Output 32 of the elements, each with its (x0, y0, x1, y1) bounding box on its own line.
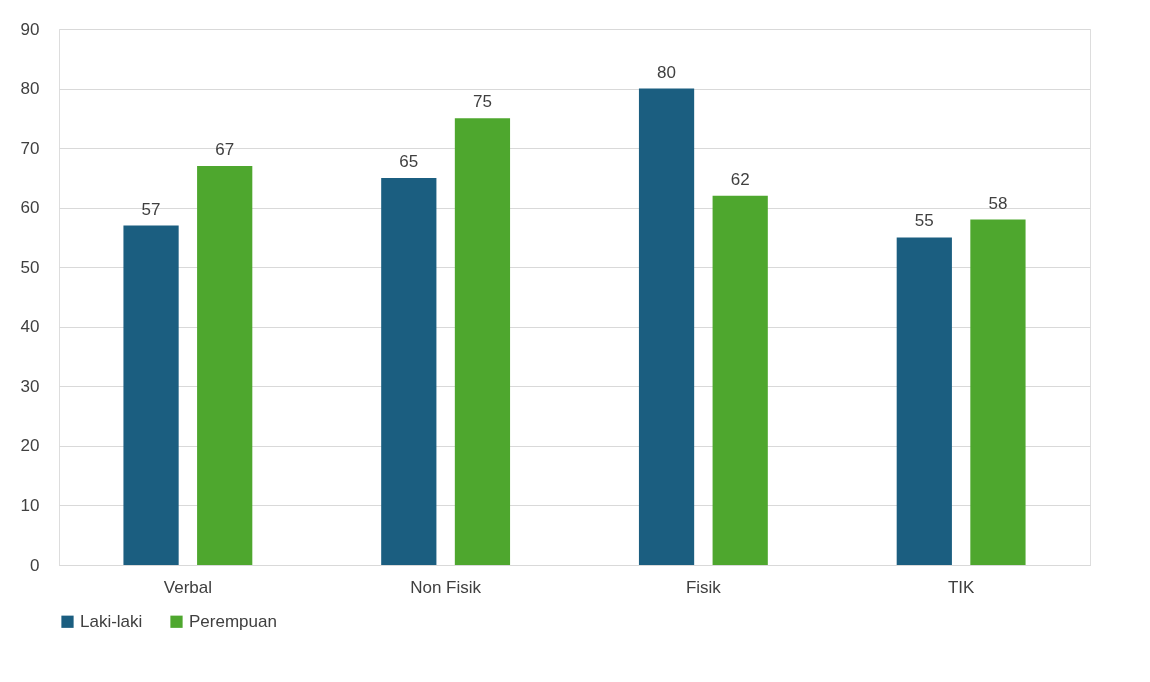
bar (638, 88, 695, 565)
y-tick-label: 50 (20, 257, 40, 277)
data-label: 65 (399, 151, 419, 171)
bar (381, 177, 437, 565)
data-label: 75 (472, 92, 492, 112)
legend-label: Perempuan (189, 611, 277, 631)
y-tick-label: 10 (20, 495, 40, 515)
x-tick-label: Verbal (163, 577, 212, 597)
y-tick-label: 80 (20, 79, 40, 99)
y-tick-label: 20 (20, 436, 40, 456)
bar (123, 225, 179, 565)
x-tick-label: Fisik (685, 577, 722, 597)
bar (970, 219, 1026, 565)
y-tick-label: 0 (30, 555, 40, 575)
data-label: 57 (141, 199, 161, 219)
x-tick-label: Non Fisik (410, 577, 482, 597)
y-tick-label: 70 (20, 138, 40, 158)
bar (454, 118, 511, 565)
y-tick-label: 90 (20, 19, 40, 39)
legend-label: Laki-laki (80, 611, 143, 631)
y-tick-label: 40 (20, 317, 40, 337)
bar (896, 237, 952, 565)
bar (197, 165, 253, 565)
data-label: 55 (914, 211, 934, 231)
data-label: 67 (215, 139, 235, 159)
y-tick-label: 60 (20, 198, 40, 218)
data-label: 58 (988, 193, 1008, 213)
data-label: 80 (657, 62, 677, 82)
x-tick-label: TIK (947, 577, 976, 597)
y-tick-label: 30 (20, 376, 40, 396)
bar (712, 195, 768, 565)
data-label: 62 (730, 169, 750, 189)
